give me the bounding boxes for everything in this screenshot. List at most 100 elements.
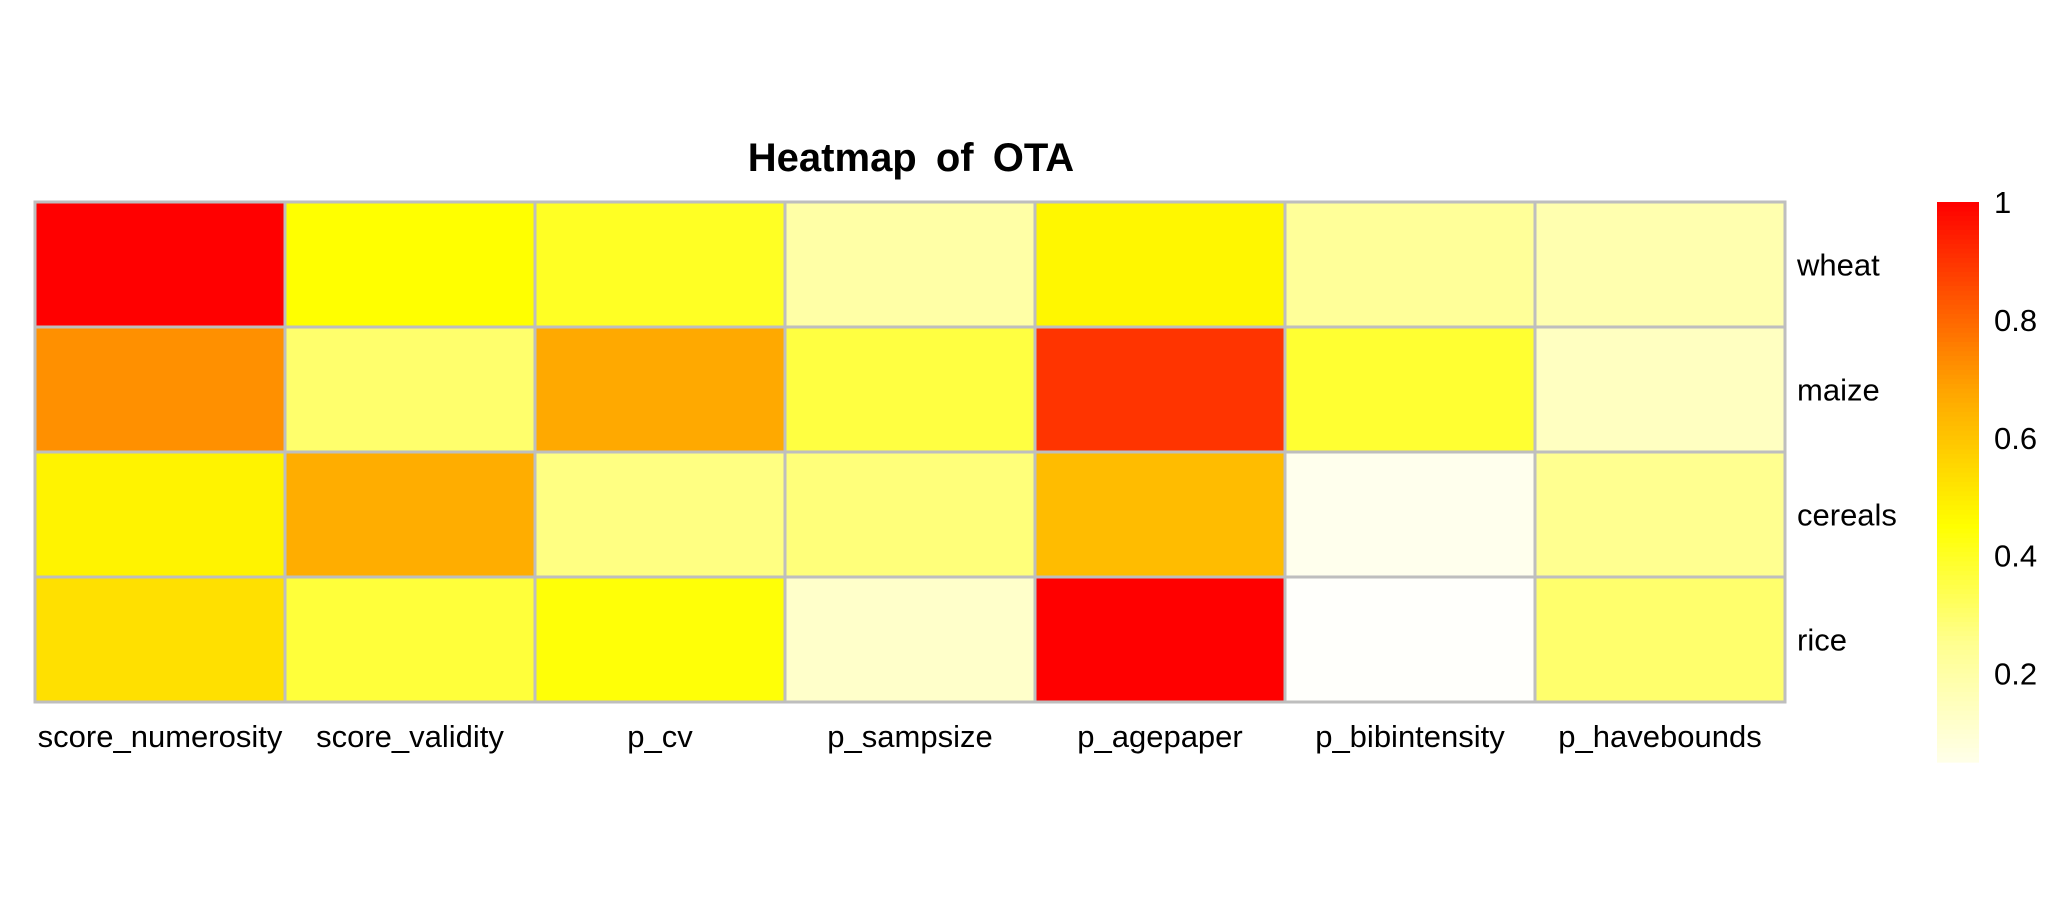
colorbar-segment <box>1937 500 1979 506</box>
colorbar-segment <box>1937 309 1979 315</box>
colorbar-segment <box>1937 225 1979 231</box>
heatmap-cell-wheat-p_cv <box>533 200 787 329</box>
colorbar-segment <box>1937 603 1979 609</box>
colorbar-segment <box>1937 398 1979 404</box>
colorbar-segment <box>1937 412 1979 418</box>
colorbar-segment <box>1937 220 1979 226</box>
colorbar-segment <box>1937 468 1979 474</box>
colorbar-segment <box>1937 454 1979 460</box>
column-label-score_numerosity: score_numerosity <box>38 719 283 754</box>
colorbar-segment <box>1937 388 1979 394</box>
heatmap-cell-cereals-p_sampsize <box>783 450 1037 579</box>
heatmap-cell-cereals-p_agepaper <box>1033 450 1287 579</box>
row-label-cereals: cereals <box>1797 498 1897 533</box>
column-label-p_agepaper: p_agepaper <box>1077 719 1243 754</box>
colorbar-segment <box>1937 276 1979 282</box>
colorbar-segment <box>1937 645 1979 651</box>
heatmap-cell-wheat-p_havebounds <box>1533 200 1787 329</box>
row-label-wheat: wheat <box>1796 248 1880 283</box>
colorbar-segment <box>1937 580 1979 586</box>
colorbar-segment <box>1937 463 1979 469</box>
colorbar-segment <box>1937 407 1979 413</box>
colorbar-segment <box>1937 281 1979 287</box>
colorbar-segment <box>1937 528 1979 534</box>
colorbar-segment <box>1937 440 1979 446</box>
colorbar-segment <box>1937 505 1979 511</box>
colorbar-segment <box>1937 472 1979 478</box>
row-label-maize: maize <box>1797 373 1880 408</box>
heatmap-cell-maize-score_numerosity <box>33 325 287 454</box>
colorbar-segment <box>1937 491 1979 497</box>
colorbar-segment <box>1937 626 1979 632</box>
colorbar-segment <box>1937 253 1979 259</box>
colorbar-segment <box>1937 318 1979 324</box>
heatmap-cell-rice-score_validity <box>283 575 537 704</box>
colorbar-segment <box>1937 458 1979 464</box>
colorbar-segment <box>1937 202 1979 208</box>
column-label-p_havebounds: p_havebounds <box>1558 719 1761 754</box>
heatmap-cell-rice-p_agepaper <box>1033 575 1287 704</box>
colorbar-segment <box>1937 379 1979 385</box>
heatmap-cell-maize-p_sampsize <box>783 325 1037 454</box>
heatmap-cell-cereals-p_havebounds <box>1533 450 1787 579</box>
heatmap-cell-maize-p_havebounds <box>1533 325 1787 454</box>
colorbar-tick-label-1: 1 <box>1994 185 2011 220</box>
colorbar-segment <box>1937 323 1979 329</box>
colorbar-segment <box>1937 706 1979 712</box>
colorbar-segment <box>1937 524 1979 530</box>
colorbar-segment <box>1937 659 1979 665</box>
heatmap-cell-cereals-p_bibintensity <box>1283 450 1537 579</box>
colorbar-segment <box>1937 426 1979 432</box>
colorbar-segment <box>1937 552 1979 558</box>
column-labels: score_numerosity score_validity p_cv p_samp… <box>38 719 1762 754</box>
column-label-p_bibintensity: p_bibintensity <box>1315 719 1505 754</box>
colorbar-segment <box>1937 612 1979 618</box>
colorbar-segment <box>1937 533 1979 539</box>
heatmap-cell-rice-p_cv <box>533 575 787 704</box>
colorbar-segment <box>1937 435 1979 441</box>
colorbar-segment <box>1937 584 1979 590</box>
heatmap-cell-cereals-score_numerosity <box>33 450 287 579</box>
colorbar-segment <box>1937 290 1979 296</box>
colorbar-segment <box>1937 216 1979 222</box>
heatmap-cell-cereals-p_cv <box>533 450 787 579</box>
heatmap-cell-wheat-score_numerosity <box>33 200 287 329</box>
colorbar-segment <box>1937 692 1979 698</box>
colorbar-segment <box>1937 337 1979 343</box>
colorbar-segment <box>1937 286 1979 292</box>
colorbar-segment <box>1937 575 1979 581</box>
colorbar-segment <box>1937 496 1979 502</box>
colorbar-segment <box>1937 715 1979 721</box>
colorbar-segment <box>1937 365 1979 371</box>
colorbar-segment <box>1937 444 1979 450</box>
colorbar-segment <box>1937 594 1979 600</box>
colorbar-segment <box>1937 636 1979 642</box>
colorbar-segment <box>1937 678 1979 684</box>
colorbar-segment <box>1937 314 1979 320</box>
colorbar-segment <box>1937 514 1979 520</box>
heatmap-cell-cereals-score_validity <box>283 450 537 579</box>
colorbar-segment <box>1937 421 1979 427</box>
heatmap-cell-maize-p_cv <box>533 325 787 454</box>
colorbar-segment <box>1937 295 1979 301</box>
colorbar-segment <box>1937 234 1979 240</box>
colorbar-segment <box>1937 449 1979 455</box>
colorbar-segment <box>1937 430 1979 436</box>
colorbar-segment <box>1937 682 1979 688</box>
heatmap-cell-maize-p_agepaper <box>1033 325 1287 454</box>
heatmap-cell-wheat-p_agepaper <box>1033 200 1287 329</box>
colorbar-segment <box>1937 374 1979 380</box>
colorbar-tick-label-0.4: 0.4 <box>1994 539 2037 574</box>
colorbar-tick-label-0.2: 0.2 <box>1994 657 2037 692</box>
colorbar-segment <box>1937 650 1979 656</box>
color-legend: 0.2 0.4 0.6 0.8 1 <box>1937 185 2037 763</box>
colorbar-segment <box>1937 300 1979 306</box>
colorbar-segment <box>1937 332 1979 338</box>
colorbar-segment <box>1937 710 1979 716</box>
colorbar-segment <box>1937 617 1979 623</box>
colorbar-segment <box>1937 640 1979 646</box>
colorbar-segment <box>1937 262 1979 268</box>
row-labels: wheat maize cereals rice <box>1796 248 1897 658</box>
